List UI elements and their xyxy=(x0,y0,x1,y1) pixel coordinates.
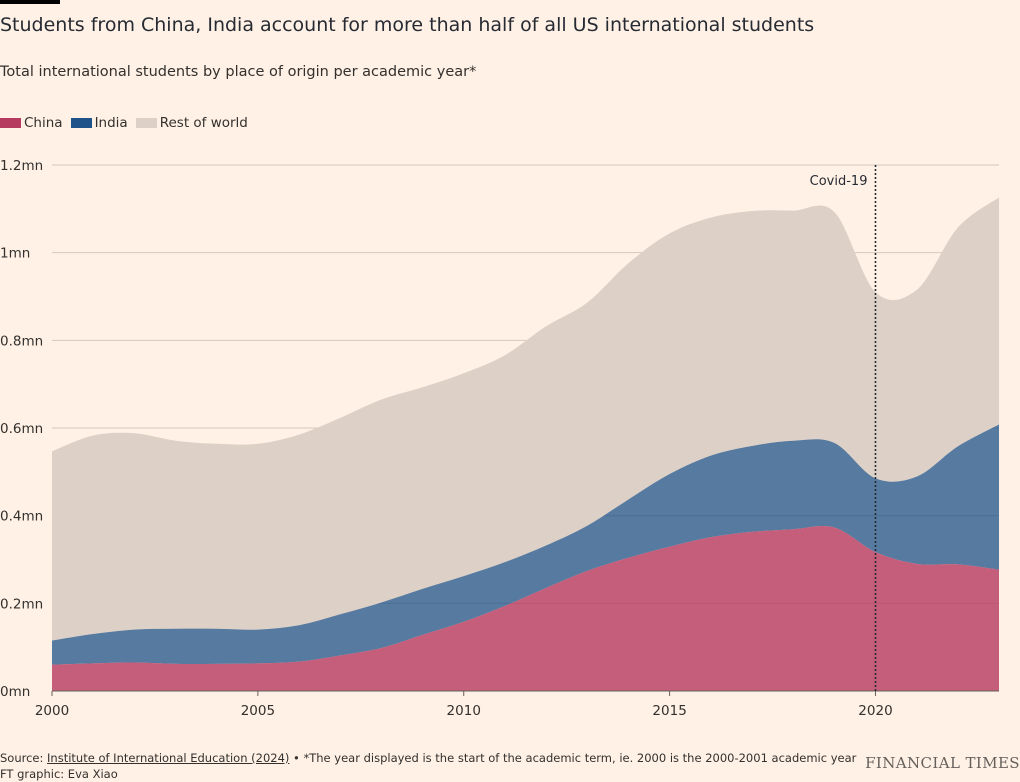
credit: FT graphic: Eva Xiao xyxy=(0,767,118,781)
y-tick-label: 0.2mn xyxy=(0,596,43,612)
legend-item-china: China xyxy=(0,115,63,131)
y-tick-label: 0.4mn xyxy=(0,509,43,525)
x-tick-label: 2015 xyxy=(652,703,686,719)
area-rest-of-world xyxy=(52,197,999,641)
source-line: Source: Institute of International Educa… xyxy=(0,750,856,766)
area-series xyxy=(52,197,999,691)
top-accent-bar xyxy=(0,0,60,4)
x-tick-label: 2000 xyxy=(35,703,69,719)
legend-swatch-rest-of-world xyxy=(135,118,157,128)
footer: Source: Institute of International Educa… xyxy=(0,750,856,782)
y-tick-label: 0.8mn xyxy=(0,333,43,349)
legend-item-rest-of-world: Rest of world xyxy=(135,115,248,131)
area-india xyxy=(52,424,999,665)
legend: China India Rest of world xyxy=(0,114,256,132)
stacked-area-chart: 0mn 0.2mn 0.4mn 0.6mn 0.8mn 1mn 1.2mn 2000 2005… xyxy=(0,158,999,719)
chart-subtitle: Total international students by place of… xyxy=(0,64,477,80)
legend-swatch-india xyxy=(70,118,92,128)
source-link[interactable]: Institute of International Education (20… xyxy=(47,751,290,765)
source-note: • *The year displayed is the start of th… xyxy=(289,751,857,765)
legend-label-rest-of-world: Rest of world xyxy=(159,115,248,131)
annotations: Covid-19 xyxy=(810,165,877,691)
covid-annotation-label: Covid-19 xyxy=(810,174,868,189)
x-tick-label: 2010 xyxy=(447,703,481,719)
legend-swatch-china xyxy=(0,118,21,128)
y-tick-label: 1mn xyxy=(0,246,30,262)
ft-brand-logo: FINANCIAL TIMES xyxy=(865,754,1020,772)
legend-label-china: China xyxy=(24,115,63,131)
x-axis: 2000 2005 2010 2015 2020 xyxy=(35,690,999,719)
chart-title: Students from China, India account for m… xyxy=(0,14,815,36)
y-tick-label: 0.6mn xyxy=(0,421,43,437)
x-tick-label: 2005 xyxy=(241,703,275,719)
legend-item-india: India xyxy=(70,115,128,131)
y-tick-label: 0mn xyxy=(0,684,30,700)
area-china xyxy=(52,526,999,691)
y-tick-label: 1.2mn xyxy=(0,158,43,174)
source-prefix: Source: xyxy=(0,751,48,765)
legend-label-india: India xyxy=(94,115,128,131)
x-tick-label: 2020 xyxy=(858,703,892,719)
